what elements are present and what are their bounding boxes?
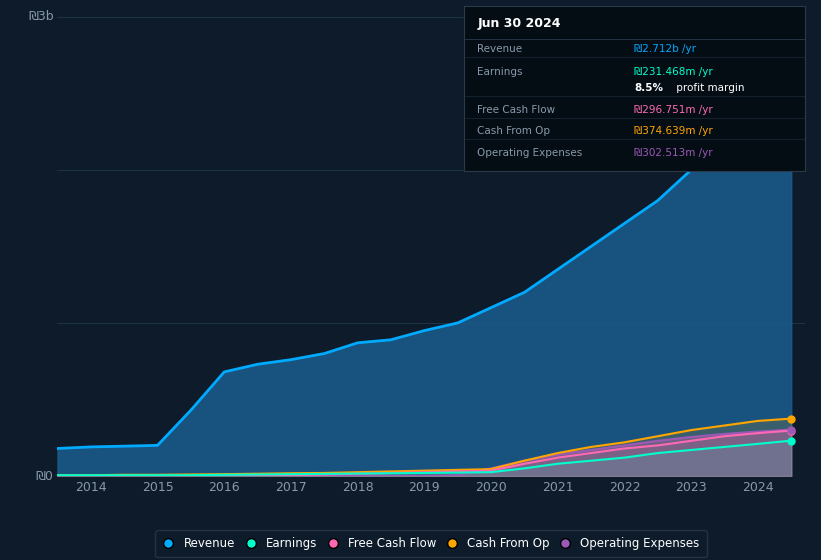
Text: Free Cash Flow: Free Cash Flow	[478, 105, 556, 115]
Text: Earnings: Earnings	[478, 67, 523, 77]
Text: 8.5%: 8.5%	[635, 83, 663, 94]
Text: Operating Expenses: Operating Expenses	[478, 148, 583, 158]
Text: ₪0: ₪0	[36, 469, 53, 483]
Text: ₪231.468m /yr: ₪231.468m /yr	[635, 67, 713, 77]
Text: ₪296.751m /yr: ₪296.751m /yr	[635, 105, 713, 115]
Text: ₪374.639m /yr: ₪374.639m /yr	[635, 126, 713, 136]
Text: Cash From Op: Cash From Op	[478, 126, 551, 136]
Text: Jun 30 2024: Jun 30 2024	[478, 17, 561, 30]
Text: ₪302.513m /yr: ₪302.513m /yr	[635, 148, 713, 158]
Text: profit margin: profit margin	[673, 83, 745, 94]
Legend: Revenue, Earnings, Free Cash Flow, Cash From Op, Operating Expenses: Revenue, Earnings, Free Cash Flow, Cash …	[155, 530, 707, 557]
Text: ₪3b: ₪3b	[28, 10, 53, 24]
Text: ₪2.712b /yr: ₪2.712b /yr	[635, 44, 696, 54]
Text: Revenue: Revenue	[478, 44, 523, 54]
